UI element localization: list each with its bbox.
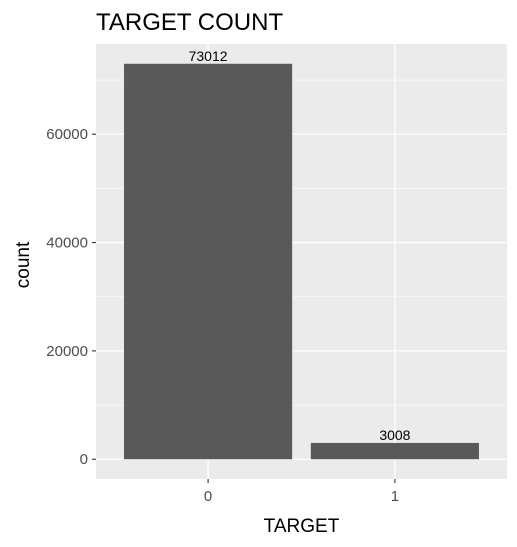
bar-value-label: 3008 (379, 427, 410, 443)
y-axis-title: count (13, 241, 34, 288)
bar (124, 63, 293, 460)
chart-title: TARGET COUNT (96, 9, 283, 36)
bar-value-label: 73012 (189, 48, 228, 64)
y-tick-label: 0 (80, 451, 88, 468)
y-tick-label: 60000 (46, 126, 88, 143)
x-axis-title: TARGET (264, 516, 340, 537)
y-axis: 0 20000 40000 60000 (46, 126, 96, 468)
y-tick-label: 40000 (46, 235, 88, 252)
bar (310, 442, 479, 460)
data-labels: 73012 3008 (189, 48, 411, 443)
x-tick-label: 1 (391, 488, 399, 505)
x-tick-label: 0 (204, 488, 212, 505)
y-tick-label: 20000 (46, 343, 88, 360)
bars (124, 63, 479, 460)
